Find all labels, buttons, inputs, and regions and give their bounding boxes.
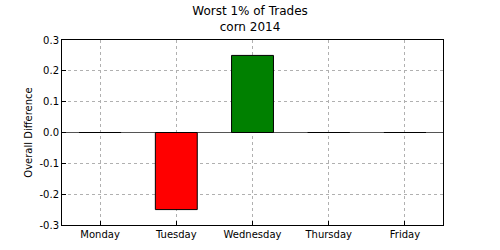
svg-text:Wednesday: Wednesday <box>224 229 282 240</box>
svg-text:0.0: 0.0 <box>43 127 59 138</box>
svg-text:Friday: Friday <box>390 229 420 240</box>
svg-text:-0.2: -0.2 <box>39 189 59 200</box>
svg-text:Tuesday: Tuesday <box>155 229 197 240</box>
svg-text:-0.1: -0.1 <box>39 158 59 169</box>
svg-text:Overall Difference: Overall Difference <box>23 87 34 177</box>
svg-text:0.3: 0.3 <box>43 35 59 46</box>
svg-text:Thursday: Thursday <box>304 229 352 240</box>
svg-text:Monday: Monday <box>80 229 120 240</box>
svg-text:0.2: 0.2 <box>43 65 59 76</box>
svg-text:-0.3: -0.3 <box>39 220 59 231</box>
svg-text:0.1: 0.1 <box>43 96 59 107</box>
svg-text:Worst 1% of Tradescorn 2014: Worst 1% of Tradescorn 2014 <box>192 4 308 34</box>
